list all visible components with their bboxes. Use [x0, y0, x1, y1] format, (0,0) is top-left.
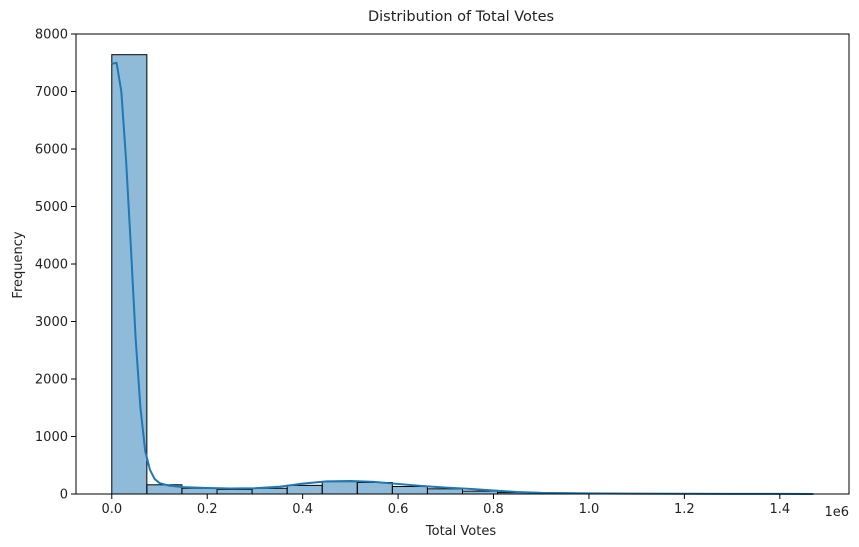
y-tick-label: 1000 [35, 430, 68, 445]
y-tick-label: 3000 [35, 315, 68, 330]
histogram-bar [426, 488, 464, 495]
x-tick-label: 1.0 [579, 502, 600, 517]
histogram-bars [111, 54, 814, 495]
y-tick-label: 2000 [35, 373, 68, 388]
kde-curve-group [111, 61, 814, 495]
x-tick-label: 0.8 [483, 502, 504, 517]
y-axis-label: Frequency [11, 231, 26, 298]
histogram-bar [321, 481, 358, 495]
histogram-bar [251, 487, 288, 495]
x-axis-label: Total Votes [425, 524, 496, 539]
x-tick-label: 0.2 [197, 502, 218, 517]
histogram-bar [391, 486, 428, 495]
x-tick-label: 1.4 [769, 502, 790, 517]
histogram-bar [111, 54, 148, 495]
chart-title: Distribution of Total Votes [368, 9, 554, 25]
x-tick-label: 0.4 [292, 502, 313, 517]
y-tick-label: 8000 [35, 28, 68, 43]
y-tick-label: 7000 [35, 85, 68, 100]
x-axis-ticks: 0.0 0.2 0.4 0.6 0.8 1.0 1.2 1.4 [101, 494, 790, 517]
x-tick-label: 0.6 [388, 502, 409, 517]
y-tick-label: 4000 [35, 258, 68, 273]
y-tick-label: 0 [60, 488, 68, 503]
kde-curve [111, 61, 814, 495]
y-tick-label: 6000 [35, 143, 68, 158]
histogram-bar [181, 487, 218, 495]
histogram-bar [356, 482, 393, 495]
y-tick-label: 5000 [35, 200, 68, 215]
x-tick-label: 1.2 [674, 502, 695, 517]
x-axis-offset-label: 1e6 [824, 505, 849, 520]
x-tick-label: 0.0 [101, 502, 122, 517]
axes [75, 33, 850, 495]
histogram-bar [286, 484, 323, 495]
plot-frame [75, 33, 850, 495]
y-axis-ticks: 0 1000 2000 3000 4000 5000 6000 7000 8000 [35, 28, 76, 503]
histogram-bar [216, 488, 253, 495]
